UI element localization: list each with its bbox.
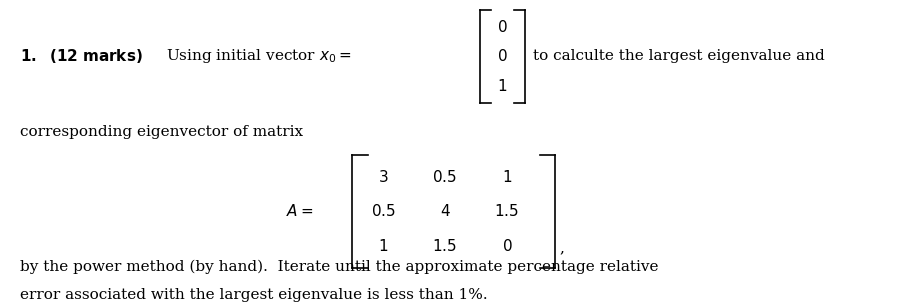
Text: $1$: $1$ bbox=[502, 169, 512, 185]
Text: $A =$: $A =$ bbox=[286, 203, 313, 219]
Text: $0$: $0$ bbox=[502, 238, 512, 254]
Text: $1.5$: $1.5$ bbox=[432, 238, 457, 254]
Text: $0.5$: $0.5$ bbox=[371, 203, 395, 219]
Text: $1$: $1$ bbox=[497, 78, 508, 94]
Text: $\mathbf{1.}$  $\mathbf{(12\ marks)}$: $\mathbf{1.}$ $\mathbf{(12\ marks)}$ bbox=[21, 47, 143, 65]
Text: corresponding eigenvector of matrix: corresponding eigenvector of matrix bbox=[21, 125, 304, 140]
Text: by the power method (by hand).  Iterate until the approximate percentage relativ: by the power method (by hand). Iterate u… bbox=[21, 259, 659, 274]
Text: to calculte the largest eigenvalue and: to calculte the largest eigenvalue and bbox=[533, 50, 825, 63]
Text: $0$: $0$ bbox=[497, 19, 508, 35]
Text: $1.5$: $1.5$ bbox=[494, 203, 520, 219]
Text: ,: , bbox=[560, 242, 565, 256]
Text: $4$: $4$ bbox=[439, 203, 450, 219]
Text: $0$: $0$ bbox=[497, 48, 508, 65]
Text: error associated with the largest eigenvalue is less than 1%.: error associated with the largest eigenv… bbox=[21, 288, 488, 302]
Text: $3$: $3$ bbox=[378, 169, 388, 185]
Text: $0.5$: $0.5$ bbox=[432, 169, 457, 185]
Text: Using initial vector $x_0 =$: Using initial vector $x_0 =$ bbox=[166, 47, 352, 65]
Text: $1$: $1$ bbox=[378, 238, 388, 254]
